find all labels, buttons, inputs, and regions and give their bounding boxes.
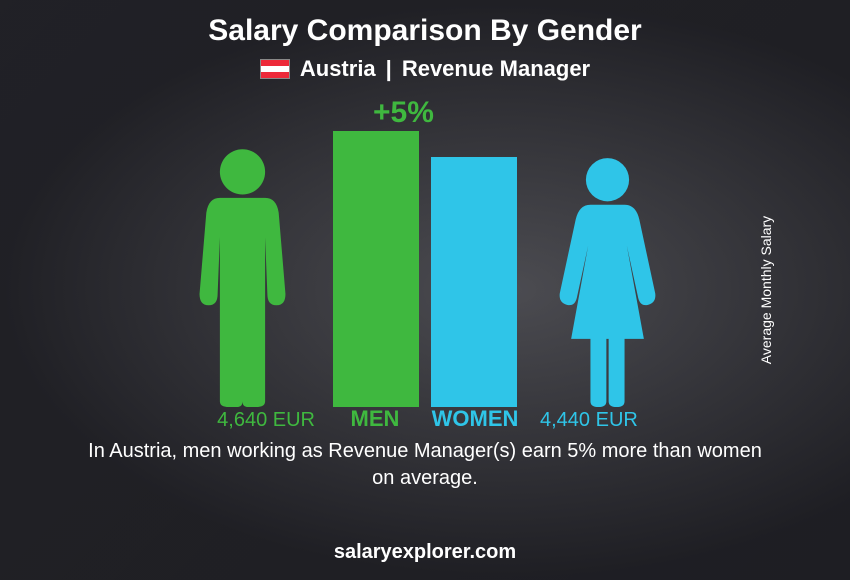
salary-women: 4,440 EUR: [540, 409, 700, 432]
subtitle-country: Austria: [300, 56, 376, 82]
subtitle-role: Revenue Manager: [402, 56, 590, 82]
difference-label: +5%: [373, 96, 434, 130]
label-women: WOMEN: [415, 406, 535, 432]
bar-men: [333, 131, 419, 407]
subtitle-sep: |: [386, 56, 392, 82]
woman-icon: [550, 157, 665, 407]
chart: +5% MEN WOMEN 4,640 EUR 4,440 EUR: [125, 92, 725, 432]
flag-stripe-2: [261, 72, 289, 78]
salary-men: 4,640 EUR: [155, 409, 315, 432]
infographic: Salary Comparison By Gender Austria | Re…: [0, 0, 850, 580]
page-title: Salary Comparison By Gender: [208, 14, 641, 48]
flag-icon: [260, 59, 290, 79]
man-icon: [185, 147, 300, 407]
y-axis-label: Average Monthly Salary: [758, 216, 774, 364]
site-credit: salaryexplorer.com: [0, 541, 850, 564]
summary-text: In Austria, men working as Revenue Manag…: [75, 438, 775, 492]
bar-women: [431, 157, 517, 407]
subtitle: Austria | Revenue Manager: [260, 56, 590, 82]
